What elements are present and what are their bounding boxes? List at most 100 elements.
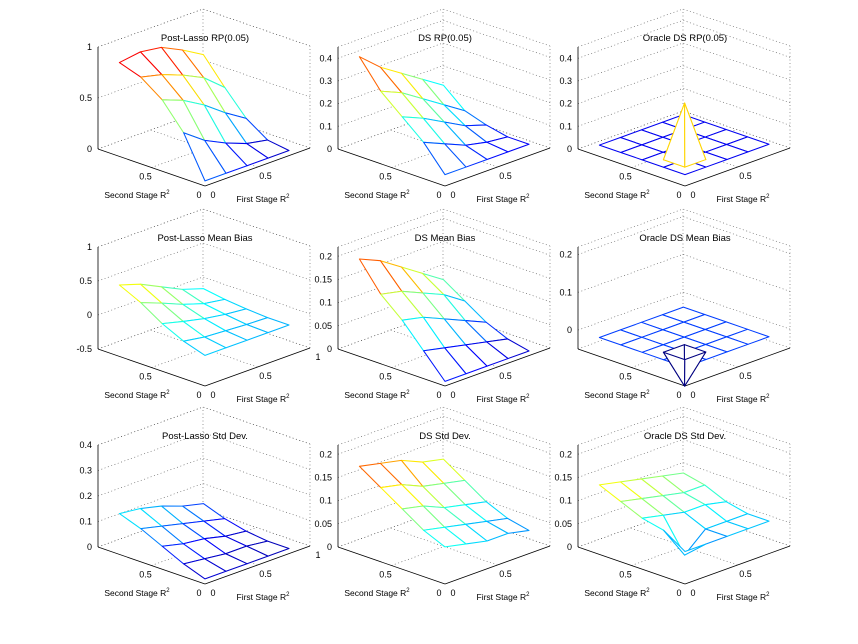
y-tick-label: 0.5 <box>499 171 512 181</box>
y-axis-line <box>204 545 311 585</box>
mesh-cell <box>183 558 227 580</box>
surface-mesh <box>598 306 770 387</box>
y-tick-label: 0.5 <box>259 569 272 579</box>
x-axis-label: Second Stage R2 <box>584 390 650 400</box>
z-tick-label: 0.3 <box>319 76 332 86</box>
panel-3: Oracle DS RP(0.05) 0 0.1 0.2 0.3 0.4 0 0.5 0 0.5 S… <box>559 8 791 204</box>
y-tick-label: 1 <box>315 550 320 560</box>
panel-title: Oracle DS Std Dev. <box>644 431 726 442</box>
z-tick-label: 0.05 <box>314 321 332 331</box>
z-tick-label: 0 <box>567 325 572 335</box>
panel-1: Post-Lasso RP(0.05) 0 0.5 1 0 0.5 0 0.5 Second S… <box>79 8 311 204</box>
z-tick-label: 0.1 <box>559 121 572 131</box>
panel-7: Post-Lasso Std Dev. 0 0.1 0.2 0.3 0.4 0 0.5 0 0.5… <box>79 406 321 602</box>
x-axis-line <box>337 148 446 187</box>
z-gridline <box>577 65 791 104</box>
x-tick-label: 0 <box>676 390 681 400</box>
y-tick-label: 0.5 <box>259 171 272 181</box>
z-tick-label: 0 <box>87 542 92 552</box>
x-tick-label: 0 <box>676 190 681 200</box>
x-tick-label: 0 <box>196 390 201 400</box>
y-axis-line <box>684 545 791 585</box>
z-tick-label: 0 <box>87 144 92 154</box>
panel-title: DS RP(0.05) <box>418 33 472 44</box>
z-tick-label: 1 <box>87 42 92 52</box>
y-tick-label: 0 <box>690 190 695 200</box>
surface-mesh <box>118 283 290 356</box>
y-tick-label: 0 <box>450 190 455 200</box>
surface-mesh <box>358 258 530 382</box>
y-tick-label: 0 <box>210 588 215 598</box>
z-gridline <box>577 42 791 82</box>
x-tick-label: 0.5 <box>379 172 392 182</box>
x-axis-line <box>577 348 686 387</box>
y-axis-label: First Stage R2 <box>237 592 291 602</box>
z-tick-label: 0 <box>327 344 332 354</box>
y-tick-label: 0 <box>450 390 455 400</box>
mesh-cell <box>423 141 467 176</box>
x-axis-label: Second Stage R2 <box>104 390 170 400</box>
z-tick-label: 0.1 <box>319 121 332 131</box>
y-tick-label: 0 <box>450 588 455 598</box>
z-tick-label: 0 <box>87 310 92 320</box>
y-axis-label: First Stage R2 <box>717 194 771 204</box>
y-axis-line <box>684 147 791 187</box>
x-axis-line <box>97 546 206 585</box>
z-tick-label: 0.1 <box>559 496 572 506</box>
z-tick-label: 0.4 <box>319 53 332 63</box>
y-tick-label: 0.5 <box>499 569 512 579</box>
y-tick-label: 0.5 <box>739 569 752 579</box>
y-axis-label: First Stage R2 <box>717 394 771 404</box>
x-axis-label: Second Stage R2 <box>104 190 170 200</box>
panel-title: DS Std Dev. <box>419 431 471 442</box>
x-axis-line <box>577 148 686 187</box>
z-tick-label: 0 <box>327 144 332 154</box>
surface-mesh <box>598 102 770 176</box>
panel-title: Oracle DS Mean Bias <box>639 233 731 244</box>
x-axis-line <box>337 546 446 585</box>
z-tick-label: 0 <box>567 542 572 552</box>
z-tick-label: 0.05 <box>554 519 572 529</box>
y-tick-label: 0.5 <box>259 371 272 381</box>
mesh-cell <box>183 132 227 182</box>
x-axis-line <box>577 546 686 585</box>
z-tick-label: 0 <box>567 144 572 154</box>
z-gridline <box>97 242 311 282</box>
z-tick-label: 0.2 <box>319 99 332 109</box>
z-tick-label: 0.1 <box>79 517 92 527</box>
x-tick-label: 0.5 <box>379 570 392 580</box>
y-tick-label: 0.5 <box>739 171 752 181</box>
z-tick-label: 0.3 <box>79 466 92 476</box>
x-axis-label: Second Stage R2 <box>584 588 650 598</box>
x-axis-label: Second Stage R2 <box>584 190 650 200</box>
y-axis-line <box>444 545 551 585</box>
y-axis-label: First Stage R2 <box>477 592 531 602</box>
z-tick-label: 0.3 <box>559 76 572 86</box>
z-tick-label: 0.2 <box>319 449 332 459</box>
x-axis-label: Second Stage R2 <box>344 190 410 200</box>
y-tick-label: 0 <box>210 390 215 400</box>
z-tick-label: 1 <box>87 242 92 252</box>
y-tick-label: 0.5 <box>499 371 512 381</box>
x-axis-line <box>97 148 206 187</box>
x-tick-label: 0.5 <box>619 372 632 382</box>
y-axis-label: First Stage R2 <box>477 394 531 404</box>
y-tick-label: 0.5 <box>739 371 752 381</box>
y-axis-line <box>204 347 311 387</box>
y-axis-line <box>684 347 791 387</box>
x-tick-label: 0 <box>196 190 201 200</box>
x-tick-label: 0 <box>436 588 441 598</box>
z-tick-label: 0.5 <box>79 93 92 103</box>
panel-title: Post-Lasso Mean Bias <box>157 233 252 244</box>
z-tick-label: 0 <box>327 542 332 552</box>
z-tick-label: 0.1 <box>319 298 332 308</box>
surface-mesh <box>358 458 530 548</box>
panel-2: DS RP(0.05) 0 0.1 0.2 0.3 0.4 0 0.5 0 0.5 Second S… <box>319 8 551 204</box>
z-tick-label: 0.5 <box>79 276 92 286</box>
z-gridline <box>577 254 791 293</box>
mesh-cell <box>183 336 227 356</box>
x-axis-label: Second Stage R2 <box>344 390 410 400</box>
x-axis-line <box>97 348 206 387</box>
z-tick-label: 0.2 <box>559 99 572 109</box>
